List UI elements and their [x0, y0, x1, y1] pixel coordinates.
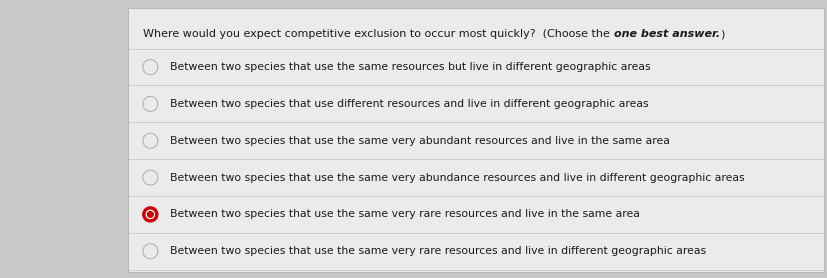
Text: Between two species that use the same very abundant resources and live in the sa: Between two species that use the same ve…: [170, 136, 669, 146]
Text: Between two species that use the same resources but live in different geographic: Between two species that use the same re…: [170, 62, 650, 72]
Text: Between two species that use the same very rare resources and live in different : Between two species that use the same ve…: [170, 246, 705, 256]
Text: Between two species that use different resources and live in different geographi: Between two species that use different r…: [170, 99, 648, 109]
Text: Where would you expect competitive exclusion to occur most quickly?  (Choose the: Where would you expect competitive exclu…: [143, 29, 613, 39]
Circle shape: [147, 212, 153, 217]
Text: ): ): [719, 29, 724, 39]
Circle shape: [143, 207, 158, 222]
Text: Between two species that use the same very rare resources and live in the same a: Between two species that use the same ve…: [170, 209, 639, 219]
Text: Between two species that use the same very abundance resources and live in diffe: Between two species that use the same ve…: [170, 173, 744, 183]
FancyBboxPatch shape: [128, 8, 823, 272]
Circle shape: [146, 210, 155, 219]
Text: one best answer.: one best answer.: [613, 29, 719, 39]
